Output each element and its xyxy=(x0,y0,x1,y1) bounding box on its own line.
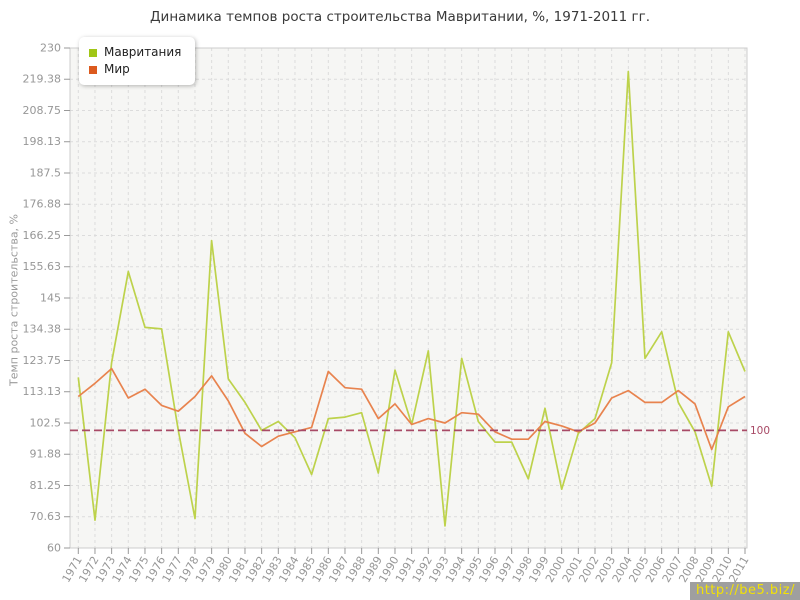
y-tick-label: 123.75 xyxy=(23,354,62,367)
y-tick-label: 60 xyxy=(47,542,61,555)
reference-line-label: 100 xyxy=(750,425,770,437)
legend-swatch-icon xyxy=(89,65,97,74)
y-tick-label: 187.5 xyxy=(30,167,62,180)
watermark-link[interactable]: http://be5.biz/ xyxy=(689,582,800,600)
legend-swatch-icon xyxy=(89,48,97,57)
y-tick-label: 134.38 xyxy=(23,323,62,336)
y-tick-label: 166.25 xyxy=(23,229,62,242)
y-axis-title: Темп роста строительства, % xyxy=(7,213,21,387)
legend-item-0[interactable]: Мавритания xyxy=(89,44,181,61)
chart-title: Динамика темпов роста строительства Мавр… xyxy=(150,9,650,25)
legend-item-1[interactable]: Мир xyxy=(89,61,181,78)
series-lines xyxy=(77,70,746,527)
y-tick-label: 91.88 xyxy=(30,448,62,461)
y-axis-ticks: 60 70.63 81.25 91.88 102.5 113.13 123.75 134.38… xyxy=(23,42,70,555)
y-tick-label: 208.75 xyxy=(23,104,62,117)
y-tick-label: 230 xyxy=(40,42,61,55)
legend-item-label: Мир xyxy=(104,62,130,76)
y-tick-label: 102.5 xyxy=(30,417,62,430)
legend: Мавритания Мир xyxy=(79,37,196,85)
y-tick-label: 219.38 xyxy=(23,73,62,86)
y-tick-label: 198.13 xyxy=(23,135,62,148)
y-tick-label: 145 xyxy=(40,292,61,305)
y-tick-label: 70.63 xyxy=(30,510,62,523)
y-tick-label: 81.25 xyxy=(30,479,62,492)
legend-item-label: Мавритания xyxy=(104,45,182,59)
x-axis-ticks: 1971197219731974197519761977197819791980… xyxy=(60,548,752,585)
series-line-1 xyxy=(77,367,746,451)
y-tick-label: 176.88 xyxy=(23,198,62,211)
y-tick-label: 113.13 xyxy=(23,385,62,398)
y-tick-label: 155.63 xyxy=(23,260,62,273)
